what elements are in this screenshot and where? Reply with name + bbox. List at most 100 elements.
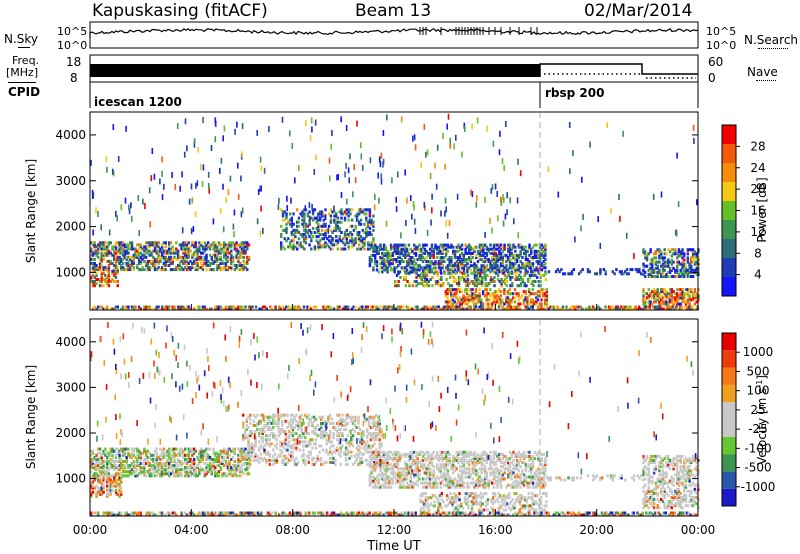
velocity-cell <box>205 470 208 474</box>
power-cell <box>208 247 212 251</box>
power-cell <box>686 260 689 264</box>
power-cell <box>496 253 499 257</box>
velocity-cell <box>173 472 176 476</box>
power-cell <box>304 235 308 239</box>
power-cell <box>374 262 377 266</box>
power-cell <box>239 268 242 272</box>
power-cell <box>525 284 528 288</box>
velocity-cell <box>146 460 150 463</box>
power-cell <box>526 305 529 309</box>
power-cell <box>528 247 531 251</box>
power-cell <box>146 266 150 270</box>
power-cell <box>361 241 364 245</box>
velocity-cell <box>228 464 231 468</box>
power-cell <box>386 270 389 274</box>
power-cell <box>464 258 467 261</box>
power-cell <box>658 270 661 274</box>
power-cell <box>166 264 169 267</box>
power-cell <box>459 256 462 259</box>
power-cell <box>134 253 137 257</box>
velocity-cell <box>223 457 226 461</box>
velocity-cell <box>261 446 264 450</box>
velocity-cell <box>90 449 93 453</box>
velocity-cell <box>217 464 221 468</box>
velocity-cell <box>230 457 233 461</box>
velocity-cell <box>102 484 105 488</box>
power-cell <box>469 288 472 292</box>
power-cell <box>319 245 322 249</box>
velocity-cell <box>273 460 277 464</box>
power-cell <box>208 253 212 257</box>
power-cell <box>374 260 377 264</box>
velocity-cell <box>266 438 270 442</box>
power-cell <box>665 272 668 276</box>
velocity-cell <box>205 451 208 455</box>
power-cell <box>478 268 481 272</box>
power-cell <box>688 264 691 268</box>
velocity-cell <box>159 462 162 465</box>
power-cell <box>100 305 103 309</box>
velocity-cell <box>300 413 303 417</box>
power-cell <box>384 264 387 268</box>
power-cell <box>489 275 493 279</box>
power-cell <box>497 305 501 309</box>
velocity-cell <box>304 444 307 448</box>
power-speck <box>444 197 447 204</box>
velocity-cell <box>289 454 293 458</box>
power-speck <box>190 183 193 190</box>
power-cell <box>231 241 235 245</box>
power-speck <box>150 175 153 182</box>
velocity-cell <box>258 428 261 431</box>
power-speck <box>622 130 624 137</box>
power-cell <box>196 251 199 255</box>
velocity-cell <box>98 455 102 459</box>
power-speck <box>193 141 196 148</box>
power-cell <box>240 266 244 270</box>
power-cell <box>350 241 354 245</box>
power-cell <box>443 271 447 275</box>
velocity-cell <box>214 457 217 461</box>
power-cell <box>469 251 473 255</box>
power-cell <box>429 266 432 270</box>
velocity-cell <box>297 426 300 429</box>
power-cell <box>636 307 639 311</box>
velocity-cell <box>243 434 247 438</box>
power-cell <box>168 259 171 263</box>
power-cell <box>324 208 327 212</box>
power-cell <box>118 245 121 249</box>
velocity-cell <box>224 462 228 465</box>
power-cell <box>491 251 494 255</box>
power-cell <box>487 260 490 264</box>
velocity-cell <box>282 458 286 462</box>
power-cell <box>358 233 361 237</box>
velocity-cell <box>279 454 282 458</box>
power-cell <box>199 243 203 247</box>
power-cell <box>313 231 317 234</box>
power-cell <box>335 243 338 247</box>
power-cell <box>132 259 135 263</box>
velocity-cell <box>243 454 247 458</box>
power-speck <box>476 195 478 202</box>
power-cell <box>404 253 407 257</box>
power-cell <box>171 305 174 309</box>
power-cell <box>215 259 219 263</box>
power-cell <box>492 251 496 255</box>
power-cell <box>663 260 666 264</box>
power-cell <box>453 288 456 292</box>
power-cell <box>482 245 485 249</box>
power-cell <box>669 307 673 311</box>
power-cell <box>322 233 325 237</box>
power-cell <box>434 280 438 283</box>
velocity-cell <box>316 456 319 460</box>
power-cell <box>150 307 153 311</box>
power-cell <box>422 284 425 288</box>
power-cell <box>537 260 540 264</box>
power-cell <box>527 280 530 283</box>
velocity-cell <box>178 460 182 463</box>
velocity-cell <box>261 428 264 431</box>
power-cell <box>515 305 518 309</box>
power-cell <box>332 307 336 311</box>
power-cell <box>335 222 338 226</box>
velocity-cell <box>152 457 155 461</box>
power-cell <box>237 251 240 255</box>
